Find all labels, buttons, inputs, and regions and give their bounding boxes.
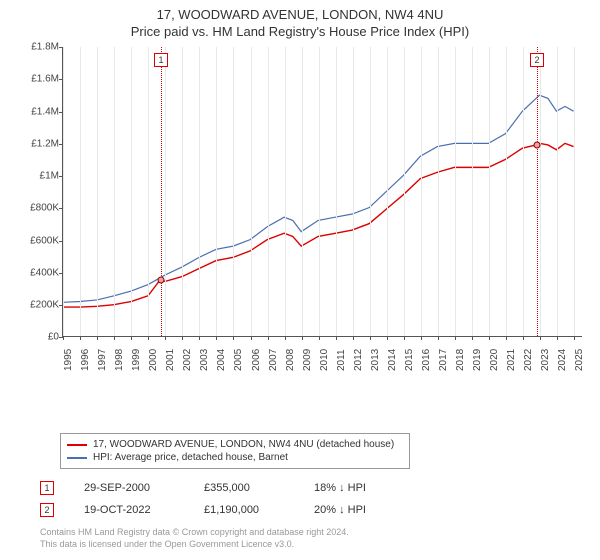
x-axis-label: 1995 — [63, 349, 74, 371]
legend-swatch — [67, 457, 87, 459]
legend-item: HPI: Average price, detached house, Barn… — [67, 451, 403, 464]
y-axis-label: £800K — [19, 203, 59, 214]
legend-label: HPI: Average price, detached house, Barn… — [93, 452, 288, 463]
x-axis-label: 2008 — [285, 349, 296, 371]
plot-region: £0£200K£400K£600K£800K£1M£1.2M£1.4M£1.6M… — [62, 47, 582, 337]
transaction-date: 19-OCT-2022 — [84, 504, 174, 516]
x-axis-label: 2002 — [182, 349, 193, 371]
x-axis-label: 2005 — [233, 349, 244, 371]
marker-badge: 2 — [530, 53, 544, 67]
y-axis-label: £1M — [19, 171, 59, 182]
x-axis-label: 2018 — [455, 349, 466, 371]
marker-badge: 1 — [40, 481, 54, 495]
y-axis-label: £200K — [19, 299, 59, 310]
transactions-table: 1 29-SEP-2000 £355,000 18% ↓ HPI 2 19-OC… — [40, 477, 600, 521]
y-axis-label: £0 — [19, 332, 59, 343]
x-axis-label: 2007 — [268, 349, 279, 371]
footer-line: Contains HM Land Registry data © Crown c… — [40, 527, 600, 539]
x-axis-label: 1996 — [80, 349, 91, 371]
x-axis-label: 1998 — [114, 349, 125, 371]
chart-subtitle: Price paid vs. HM Land Registry's House … — [0, 24, 600, 43]
marker-dot — [158, 276, 165, 283]
chart-area: £0£200K£400K£600K£800K£1M£1.2M£1.4M£1.6M… — [40, 47, 600, 377]
x-axis-label: 2025 — [574, 349, 585, 371]
chart-lines — [63, 47, 582, 336]
x-axis-label: 2012 — [353, 349, 364, 371]
transaction-row: 2 19-OCT-2022 £1,190,000 20% ↓ HPI — [40, 499, 600, 521]
marker-dot — [533, 142, 540, 149]
x-axis-label: 2015 — [404, 349, 415, 371]
x-axis-label: 2014 — [387, 349, 398, 371]
x-axis-label: 2019 — [472, 349, 483, 371]
x-axis-label: 2017 — [438, 349, 449, 371]
marker-badge: 2 — [40, 503, 54, 517]
x-axis-label: 2024 — [557, 349, 568, 371]
legend-swatch — [67, 444, 87, 446]
y-axis-label: £1.4M — [19, 106, 59, 117]
transaction-price: £355,000 — [204, 482, 284, 494]
x-axis-label: 2010 — [319, 349, 330, 371]
transaction-row: 1 29-SEP-2000 £355,000 18% ↓ HPI — [40, 477, 600, 499]
legend-label: 17, WOODWARD AVENUE, LONDON, NW4 4NU (de… — [93, 439, 394, 450]
legend-item: 17, WOODWARD AVENUE, LONDON, NW4 4NU (de… — [67, 438, 403, 451]
x-axis-label: 2004 — [216, 349, 227, 371]
x-axis-label: 2009 — [302, 349, 313, 371]
y-axis-label: £1.8M — [19, 42, 59, 53]
x-axis-label: 2003 — [199, 349, 210, 371]
marker-badge: 1 — [154, 53, 168, 67]
x-axis-label: 2022 — [523, 349, 534, 371]
chart-container: 17, WOODWARD AVENUE, LONDON, NW4 4NU Pri… — [0, 0, 600, 560]
y-axis-label: £1.2M — [19, 138, 59, 149]
transaction-hpi-delta: 20% ↓ HPI — [314, 504, 394, 516]
chart-title: 17, WOODWARD AVENUE, LONDON, NW4 4NU — [0, 0, 600, 24]
marker-line — [537, 47, 538, 336]
footer-attribution: Contains HM Land Registry data © Crown c… — [40, 527, 600, 550]
x-axis-label: 2016 — [421, 349, 432, 371]
x-axis-label: 1997 — [97, 349, 108, 371]
x-axis-label: 2011 — [336, 350, 347, 372]
marker-line — [161, 47, 162, 336]
x-axis-label: 2023 — [540, 349, 551, 371]
transaction-hpi-delta: 18% ↓ HPI — [314, 482, 394, 494]
x-axis-label: 2001 — [165, 349, 176, 371]
x-axis-label: 2021 — [506, 349, 517, 371]
y-axis-label: £1.6M — [19, 74, 59, 85]
transaction-date: 29-SEP-2000 — [84, 482, 174, 494]
x-axis-label: 2000 — [148, 349, 159, 371]
x-axis-label: 1999 — [131, 349, 142, 371]
legend: 17, WOODWARD AVENUE, LONDON, NW4 4NU (de… — [60, 433, 410, 469]
footer-line: This data is licensed under the Open Gov… — [40, 539, 600, 551]
x-axis-label: 2006 — [251, 349, 262, 371]
transaction-price: £1,190,000 — [204, 504, 284, 516]
y-axis-label: £400K — [19, 267, 59, 278]
y-axis-label: £600K — [19, 235, 59, 246]
x-axis-label: 2020 — [489, 349, 500, 371]
x-axis-label: 2013 — [370, 349, 381, 371]
